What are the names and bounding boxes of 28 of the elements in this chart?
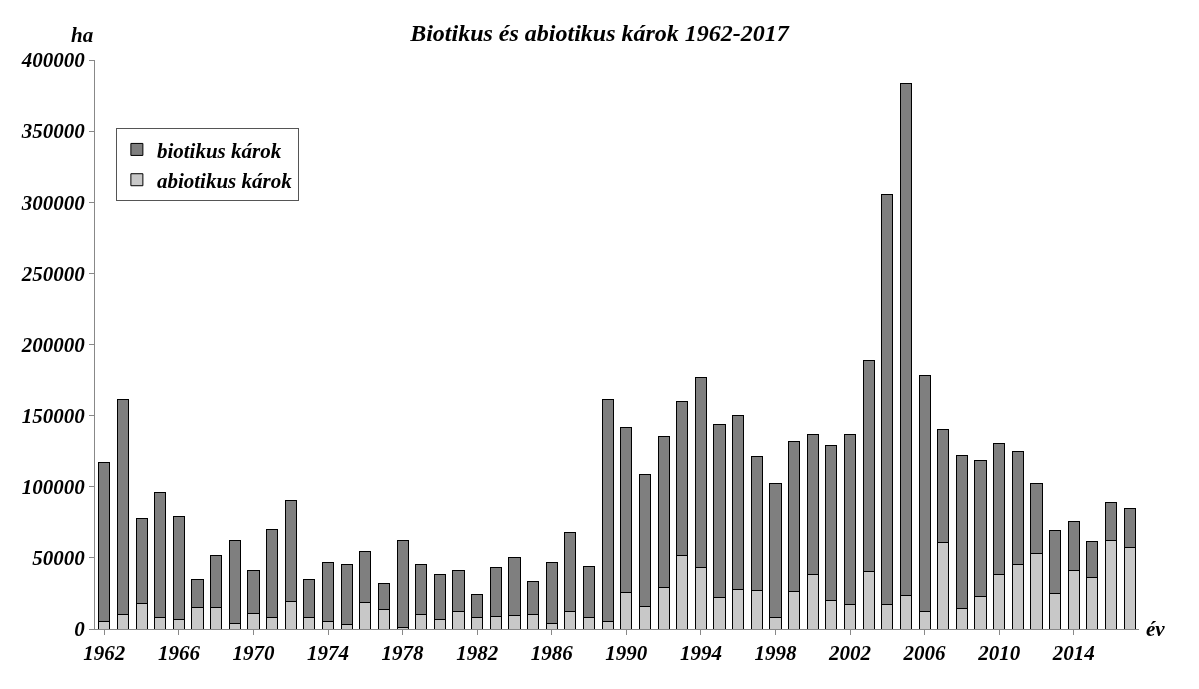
x-tick-label: 1974 (307, 641, 350, 666)
x-tick-label: 1966 (157, 641, 201, 666)
x-tick-label: 2010 (977, 641, 1021, 666)
x-tick-label: 2006 (902, 641, 947, 666)
y-tick-label: 50000 (32, 546, 86, 571)
x-tick-label: 1970 (232, 641, 275, 666)
x-tick-label: 1982 (456, 641, 499, 666)
legend-label: biotikus károk (156, 138, 282, 163)
x-tick-label: 1978 (381, 641, 425, 666)
x-tick-label: 1998 (754, 641, 797, 666)
y-tick-label: 0 (74, 617, 86, 642)
x-tick-label: 2002 (828, 641, 872, 666)
x-tick-label: 1986 (530, 641, 574, 666)
x-tick-label: 2014 (1051, 641, 1095, 666)
y-tick-label: 350000 (20, 119, 86, 144)
chart-title: Biotikus és abiotikus károk 1962-2017 (409, 19, 790, 46)
x-axis-title: év (1146, 617, 1166, 641)
y-tick-label: 400000 (20, 48, 86, 73)
y-tick-label: 100000 (21, 475, 86, 500)
x-tick-label: 1990 (605, 641, 648, 666)
legend-label: abiotikus károk (156, 168, 293, 193)
y-tick-label: 150000 (21, 403, 86, 428)
x-tick-label: 1994 (679, 641, 722, 666)
x-tick-label: 1962 (83, 641, 126, 666)
y-tick-label: 200000 (20, 332, 86, 357)
y-axis-title: ha (71, 23, 94, 47)
y-tick-label: 300000 (20, 190, 86, 215)
y-tick-label: 250000 (20, 261, 86, 286)
